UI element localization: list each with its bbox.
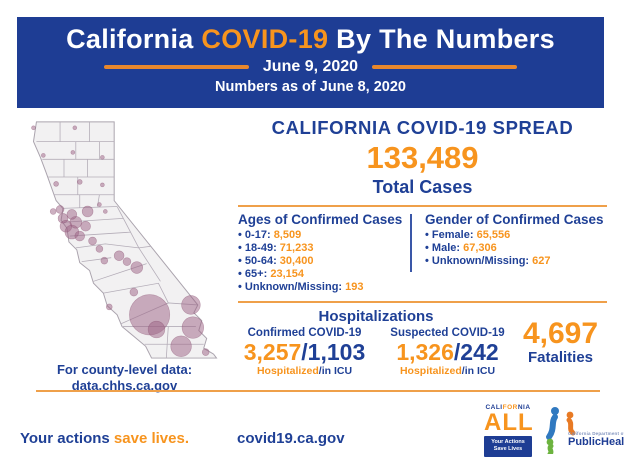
suspected-label: Suspected COVID-19 <box>390 326 505 339</box>
hospitalizations-row: Hospitalizations Confirmed COVID-19 3,25… <box>238 308 607 377</box>
vertical-divider <box>410 213 412 272</box>
confirmed-sublabel-icu: /in ICU <box>318 364 353 377</box>
public-health-wordmark: California Department of PublicHealth <box>568 431 624 448</box>
all-wordmark: ALL <box>484 408 534 436</box>
demographics-row: Ages of Confirmed Cases 0-178,509 18-497… <box>238 212 607 294</box>
department-label: California Department of <box>568 431 624 436</box>
your-actions-save-lives-box: Your Actions Save Lives <box>484 436 532 457</box>
tagline-blue: Your actions <box>20 430 110 447</box>
gender-section: Gender of Confirmed Cases Female65,556 M… <box>412 212 607 294</box>
date-rule-right <box>372 65 518 69</box>
tagline: Your actions save lives. <box>20 430 189 447</box>
stats-column: CALIFORNIA COVID-19 SPREAD 133,489 Total… <box>232 112 607 397</box>
confirmed-sublabel: Hospitalized/in ICU <box>238 365 371 377</box>
divider-rule-bottom <box>36 390 600 392</box>
public-health-logo: California Department of PublicHealth <box>542 406 624 458</box>
age-group-value: 193 <box>345 280 364 293</box>
county-data-link[interactable]: data.chhs.ca.gov <box>71 377 178 393</box>
hospitalizations-section: Hospitalizations Confirmed COVID-19 3,25… <box>238 308 514 377</box>
page-title: California COVID-19 By The Numbers <box>17 24 604 55</box>
age-group-value: 30,400 <box>279 254 314 267</box>
fatalities-block: 4,697 Fatalities <box>514 308 607 367</box>
spread-heading: CALIFORNIA COVID-19 SPREAD <box>271 117 574 138</box>
age-group-label: Unknown/Missing <box>245 281 345 293</box>
box-line1: Your Actions <box>491 439 525 446</box>
age-group-value: 8,509 <box>273 228 302 241</box>
hospitalizations-heading: Hospitalizations <box>318 307 434 325</box>
suspected-sublabel-hospitalized: Hospitalized <box>399 364 462 377</box>
suspected-icu-count: /242 <box>453 338 499 365</box>
wordmark-cali: CALI <box>485 404 503 411</box>
title-california: California <box>66 24 194 54</box>
public-health-name: PublicHealth <box>568 435 624 448</box>
county-data-note-line1: For county-level data: <box>56 362 193 377</box>
box-line2: Save Lives <box>493 446 523 453</box>
confirmed-covid-block: Confirmed COVID-19 3,257/1,103 Hospitali… <box>238 327 371 377</box>
ages-list: 0-178,509 18-4971,233 50-6430,400 65+23,… <box>238 229 410 294</box>
gender-label: Unknown/Missing <box>432 255 532 267</box>
wordmark-nia: NIA <box>517 404 531 411</box>
list-item: 50-6430,400 <box>238 255 410 268</box>
ages-section: Ages of Confirmed Cases 0-178,509 18-497… <box>238 212 410 294</box>
gender-list: Female65,556 Male67,306 Unknown/Missing6… <box>425 229 607 268</box>
report-date: June 9, 2020 <box>262 58 359 75</box>
california-for-all-wordmark: CALIFORNIA <box>484 404 532 412</box>
confirmed-value: 3,257/1,103 <box>238 339 371 365</box>
confirmed-label: Confirmed COVID-19 <box>247 326 362 339</box>
list-item: Unknown/Missing193 <box>238 281 410 294</box>
title-covid19: COVID-19 <box>201 24 329 54</box>
hospitalization-stats: Confirmed COVID-19 3,257/1,103 Hospitali… <box>238 327 514 377</box>
age-group-label: 0-17 <box>245 229 274 241</box>
date-rule-left <box>103 65 249 69</box>
public-health-figures-icon <box>546 407 576 454</box>
list-item: 0-178,509 <box>238 229 410 242</box>
suspected-covid-block: Suspected COVID-19 1,326/242 Hospitalize… <box>381 327 514 377</box>
fatalities-label: Fatalities <box>527 349 594 367</box>
age-group-label: 18-49 <box>245 242 280 254</box>
date-row: June 9, 2020 <box>17 58 604 76</box>
total-cases-label: Total Cases <box>372 176 473 197</box>
list-item: 18-4971,233 <box>238 242 410 255</box>
tagline-orange: save lives. <box>113 430 189 447</box>
gender-label: Male <box>432 242 463 254</box>
gender-value: 65,556 <box>476 228 511 241</box>
age-group-value: 23,154 <box>270 267 304 280</box>
age-group-label: 50-64 <box>245 255 280 267</box>
age-group-value: 71,233 <box>279 241 314 254</box>
age-group-label: 65+ <box>245 268 270 280</box>
list-item: Unknown/Missing627 <box>425 255 607 268</box>
suspected-value: 1,326/242 <box>381 339 514 365</box>
ages-heading: Ages of Confirmed Cases <box>238 211 403 227</box>
wordmark-for: FOR <box>502 404 518 411</box>
suspected-sublabel-icu: /in ICU <box>461 364 496 377</box>
suspected-hospitalized-count: 1,326 <box>396 338 454 365</box>
fatalities-value: 4,697 <box>522 316 599 350</box>
total-cases-value: 133,489 <box>366 140 479 175</box>
gender-label: Female <box>432 229 477 241</box>
gender-value: 67,306 <box>463 241 497 254</box>
title-by-the-numbers: By The Numbers <box>336 24 555 54</box>
suspected-sublabel: Hospitalized/in ICU <box>381 365 514 377</box>
california-for-all-logo: CALIFORNIA ALL Your Actions Save Lives <box>484 404 534 457</box>
case-bubbles <box>31 125 210 357</box>
list-item: Female65,556 <box>425 229 607 242</box>
divider-rule-middle <box>238 300 607 303</box>
gender-value: 627 <box>532 254 551 267</box>
list-item: 65+23,154 <box>238 268 410 281</box>
gender-heading: Gender of Confirmed Cases <box>425 211 604 227</box>
confirmed-icu-count: /1,103 <box>301 338 366 365</box>
california-county-bubble-map <box>31 121 218 359</box>
header-banner: California COVID-19 By The Numbers June … <box>17 17 604 108</box>
confirmed-sublabel-hospitalized: Hospitalized <box>256 364 319 377</box>
confirmed-hospitalized-count: 3,257 <box>243 338 302 365</box>
map-column: For county-level data: data.chhs.ca.gov <box>17 112 232 397</box>
county-data-note: For county-level data: data.chhs.ca.gov <box>17 362 232 393</box>
main-content: For county-level data: data.chhs.ca.gov … <box>17 112 607 397</box>
divider-rule-top <box>238 204 607 207</box>
list-item: Male67,306 <box>425 242 607 255</box>
covid19-url[interactable]: covid19.ca.gov <box>237 430 345 447</box>
data-as-of-note: Numbers as of June 8, 2020 <box>215 79 406 95</box>
